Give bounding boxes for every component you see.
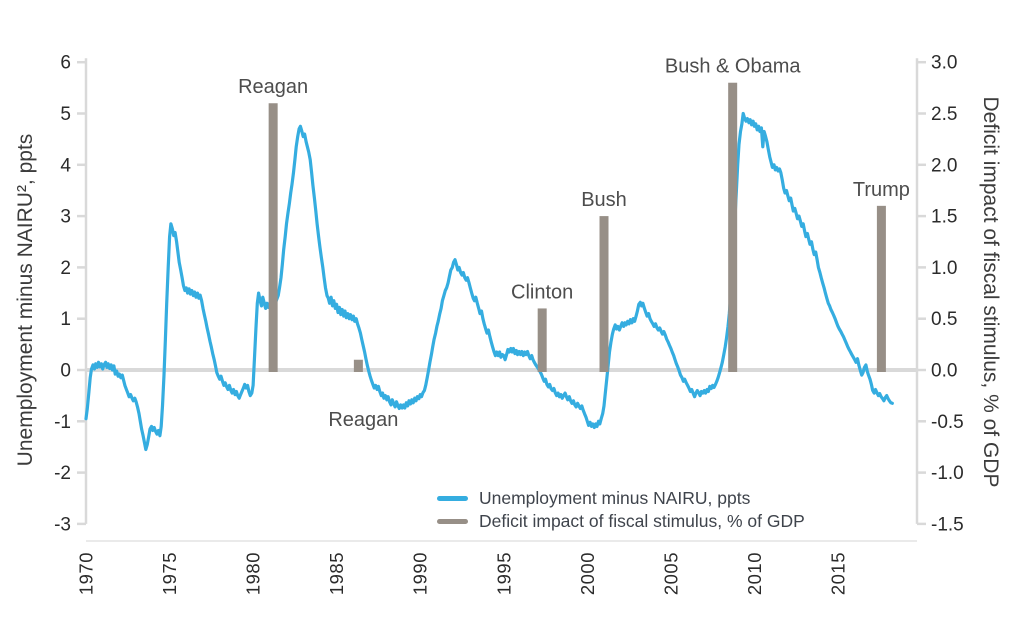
x-tick-label: 2015 (827, 552, 848, 595)
stimulus-bar-reagan-1981 (268, 103, 278, 373)
bar-label-reagan-1981: Reagan (238, 76, 308, 98)
x-tick-label: 2005 (660, 552, 681, 595)
x-tick-label: 2010 (744, 552, 765, 595)
right-tick-label: 3.0 (931, 53, 957, 74)
left-tick-label: -3 (54, 514, 71, 535)
bar-series-swatch (437, 519, 468, 524)
legend-label-stimulus: Deficit impact of fiscal stimulus, % of … (479, 511, 805, 531)
right-tick-label: -1.5 (931, 514, 964, 535)
legend-item-stimulus: Deficit impact of fiscal stimulus, % of … (437, 510, 805, 533)
right-tick-label: 2.0 (931, 155, 957, 176)
stimulus-bar-trump-2017 (876, 205, 886, 372)
bar-label-bush-obama-2008: Bush & Obama (665, 56, 802, 78)
left-axis-title: Unemployment minus NAIRU², ppts (14, 133, 37, 467)
right-tick-label: -1.0 (931, 463, 964, 484)
x-tick-label: 1990 (410, 552, 431, 595)
bar-label-clinton-1997: Clinton (511, 281, 573, 303)
stimulus-bar-clinton-1997 (537, 308, 547, 372)
left-tick-label: 3 (60, 207, 71, 228)
right-tick-label: 1.0 (931, 258, 957, 279)
left-tick-label: 6 (60, 53, 71, 74)
x-tick-label: 1975 (159, 552, 180, 595)
right-tick-label: 0.0 (931, 361, 957, 382)
right-tick-label: 2.5 (931, 104, 957, 125)
x-tick-label: 1985 (326, 552, 347, 595)
x-tick-label: 1980 (243, 552, 264, 595)
left-tick-label: 5 (60, 104, 71, 125)
legend-item-unemployment: Unemployment minus NAIRU, ppts (437, 487, 805, 510)
stimulus-bar-bush-obama-2008 (728, 82, 738, 372)
legend: Unemployment minus NAIRU, ppts Deficit i… (437, 487, 805, 533)
line-series-swatch (437, 496, 468, 501)
right-tick-label: 1.5 (931, 207, 957, 228)
stimulus-bar-reagan-1986 (353, 359, 363, 372)
right-axis-title: Deficit impact of fiscal stimulus, % of … (979, 96, 1002, 488)
x-tick-label: 1995 (493, 552, 514, 595)
left-tick-label: 1 (60, 309, 71, 330)
right-tick-label: 0.5 (931, 309, 957, 330)
right-tick-label: -0.5 (931, 412, 964, 433)
bar-label-bush-2001: Bush (581, 189, 627, 211)
legend-label-unemployment: Unemployment minus NAIRU, ppts (479, 488, 751, 508)
bar-label-reagan-1986: Reagan (328, 409, 398, 431)
x-tick-label: 2000 (577, 552, 598, 595)
x-tick-label: 1970 (76, 552, 97, 595)
left-tick-label: 0 (60, 361, 71, 382)
bar-label-trump-2017: Trump (853, 179, 910, 201)
left-tick-label: -1 (54, 412, 71, 433)
left-tick-label: -2 (54, 463, 71, 484)
left-tick-label: 2 (60, 258, 71, 279)
left-tick-label: 4 (60, 155, 71, 176)
unemployment-line (84, 111, 894, 452)
stimulus-bar-bush-2001 (599, 216, 609, 372)
